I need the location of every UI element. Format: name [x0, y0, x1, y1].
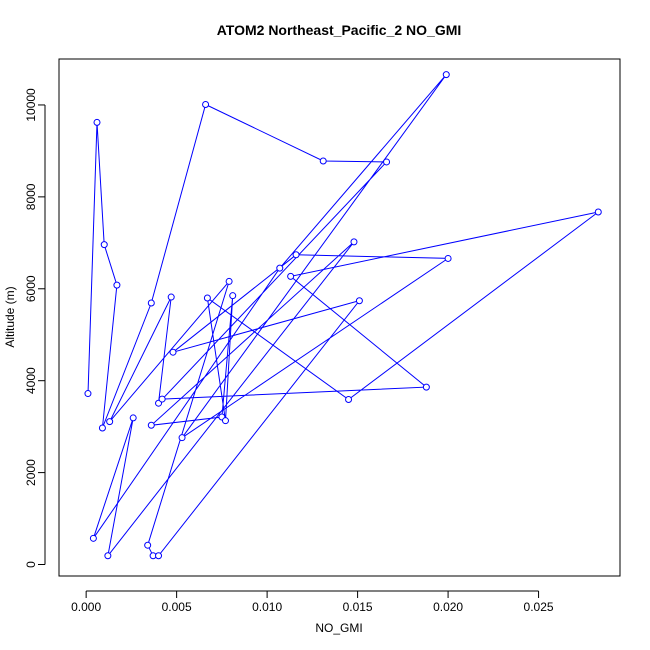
data-point: [84, 390, 92, 398]
data-point: [147, 421, 155, 429]
y-tick-label: 6000: [24, 275, 38, 302]
data-point: [89, 534, 97, 542]
x-tick-label: 0.020: [433, 600, 463, 614]
data-point: [147, 299, 155, 307]
data-point: [178, 434, 186, 442]
data-point: [355, 297, 363, 305]
x-tick-label: 0.025: [524, 600, 554, 614]
data-point: [225, 277, 233, 285]
x-axis: 0.000 0.005 0.010 0.015 0.020 0.025: [71, 590, 554, 614]
y-tick-label: 8000: [24, 183, 38, 210]
data-point: [93, 118, 101, 126]
data-point: [594, 208, 602, 216]
y-axis: 0 2000 4000 6000 8000 10000: [24, 88, 46, 568]
data-point: [129, 414, 137, 422]
data-point: [144, 541, 152, 549]
y-tick-label: 2000: [24, 459, 38, 486]
x-tick-label: 0.000: [71, 600, 101, 614]
data-point: [221, 417, 229, 425]
series-layer: [87, 74, 599, 557]
y-axis-label: Altitude (m): [3, 286, 17, 347]
data-point: [422, 383, 430, 391]
points-layer: [84, 71, 602, 560]
data-point: [167, 293, 175, 301]
data-point: [383, 158, 391, 166]
data-point: [292, 251, 300, 259]
x-tick-label: 0.015: [343, 600, 373, 614]
data-point: [319, 157, 327, 165]
data-point: [158, 395, 166, 403]
data-point: [106, 418, 114, 426]
x-tick-label: 0.010: [252, 600, 282, 614]
data-point: [155, 552, 163, 560]
plot-area: [58, 58, 621, 577]
chart-title: ATOM2 Northeast_Pacific_2 NO_GMI: [217, 22, 462, 38]
data-point: [345, 396, 353, 404]
data-point: [169, 348, 177, 356]
data-point: [287, 272, 295, 280]
data-point: [113, 281, 121, 289]
data-point: [350, 238, 358, 246]
series-line: [87, 74, 599, 557]
data-point: [444, 254, 452, 262]
data-point: [203, 294, 211, 302]
x-axis-label: NO_GMI: [315, 621, 362, 635]
data-point: [104, 552, 112, 560]
x-tick-label: 0.005: [162, 600, 192, 614]
data-point: [442, 71, 450, 79]
data-point: [100, 241, 108, 249]
y-tick-label: 0: [24, 561, 38, 568]
data-point: [98, 424, 106, 432]
y-tick-label: 10000: [24, 88, 38, 122]
data-point: [229, 292, 237, 300]
data-point: [202, 100, 210, 108]
data-point: [276, 264, 284, 272]
y-tick-label: 4000: [24, 367, 38, 394]
